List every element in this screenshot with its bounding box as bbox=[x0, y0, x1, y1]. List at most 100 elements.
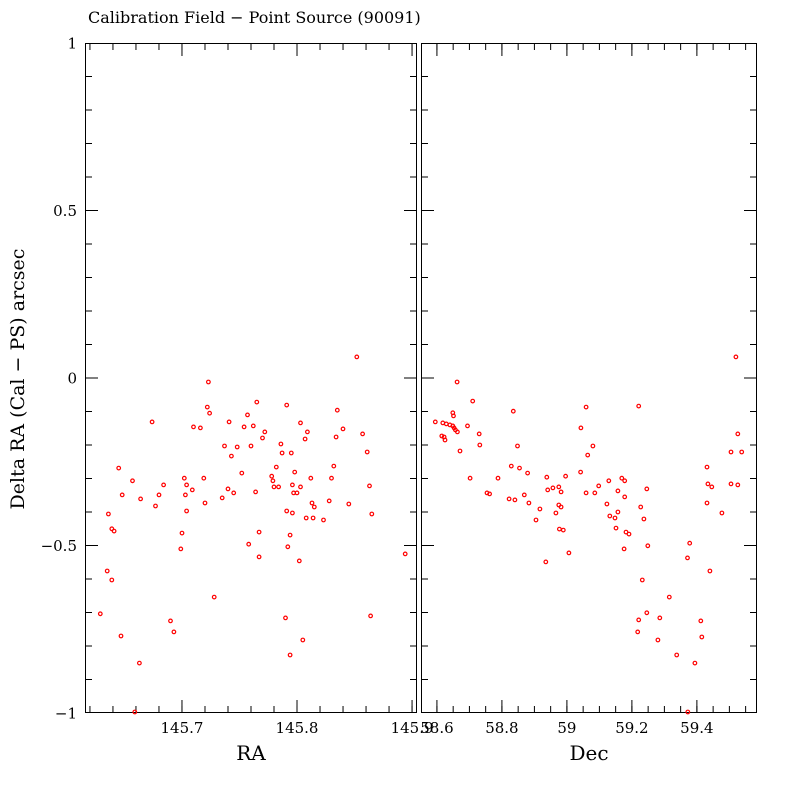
data-point bbox=[476, 431, 482, 437]
data-point bbox=[116, 465, 122, 471]
data-point bbox=[515, 443, 520, 449]
data-point bbox=[303, 515, 309, 521]
data-point bbox=[283, 615, 288, 621]
data-point bbox=[728, 481, 734, 487]
data-point bbox=[334, 407, 340, 413]
x-tick-label: 145.7 bbox=[161, 719, 204, 737]
data-point bbox=[563, 473, 569, 479]
data-point bbox=[544, 474, 550, 480]
data-point bbox=[284, 402, 290, 408]
data-point bbox=[487, 491, 492, 497]
dec-scatter-panel: 58.6 58.8 59 59.2 59.4 bbox=[420, 43, 757, 737]
data-point bbox=[728, 449, 734, 455]
data-point bbox=[346, 501, 352, 507]
x-axis-label-ra: RA bbox=[236, 741, 266, 765]
data-point bbox=[225, 486, 231, 492]
data-point bbox=[556, 484, 562, 490]
data-point bbox=[354, 354, 360, 360]
data-point bbox=[636, 617, 642, 623]
data-point bbox=[607, 513, 613, 519]
data-point bbox=[153, 503, 158, 509]
x-tick-label: 145.9 bbox=[391, 719, 434, 737]
x-tick-label: 59.2 bbox=[615, 719, 648, 737]
data-point bbox=[590, 443, 596, 449]
data-point bbox=[521, 492, 527, 498]
data-point bbox=[276, 484, 282, 490]
data-point bbox=[641, 516, 647, 522]
data-point bbox=[294, 490, 300, 496]
data-point bbox=[621, 546, 627, 552]
data-point bbox=[132, 709, 138, 715]
data-point bbox=[543, 559, 549, 565]
data-point bbox=[269, 473, 275, 479]
data-point bbox=[583, 490, 589, 496]
data-point bbox=[231, 490, 237, 496]
data-point bbox=[533, 517, 539, 523]
y-axis-label: Delta RA (Cal − PS) arcsec bbox=[7, 248, 29, 510]
data-point bbox=[279, 450, 285, 456]
data-point bbox=[550, 485, 556, 491]
data-point bbox=[298, 484, 303, 490]
y-tick-label: 0 bbox=[67, 369, 77, 387]
data-point bbox=[226, 419, 232, 425]
data-point bbox=[707, 568, 713, 574]
data-point bbox=[321, 517, 326, 523]
data-point bbox=[287, 532, 293, 538]
data-point bbox=[182, 492, 188, 498]
data-point bbox=[168, 618, 173, 624]
data-point bbox=[619, 475, 625, 481]
y-tick-label: −0.5 bbox=[41, 537, 77, 555]
data-point bbox=[300, 637, 306, 643]
data-point bbox=[636, 403, 642, 409]
data-point bbox=[256, 554, 262, 560]
data-point bbox=[191, 424, 196, 430]
data-point bbox=[685, 555, 690, 561]
data-point bbox=[256, 529, 262, 535]
x-tick-label: 59.4 bbox=[680, 719, 713, 737]
chart-title: Calibration Field − Point Source (90091) bbox=[88, 8, 421, 27]
data-point bbox=[239, 470, 245, 476]
data-point bbox=[451, 413, 456, 419]
data-point bbox=[360, 431, 366, 437]
data-point bbox=[137, 660, 142, 666]
data-point bbox=[245, 412, 250, 418]
data-point bbox=[302, 436, 308, 442]
data-point bbox=[111, 528, 117, 534]
data-point bbox=[260, 435, 265, 441]
data-point bbox=[556, 526, 562, 532]
data-point bbox=[606, 478, 612, 484]
data-point bbox=[222, 443, 227, 449]
x-tick-label: 58.6 bbox=[420, 719, 453, 737]
data-point bbox=[699, 634, 705, 640]
data-point bbox=[184, 508, 189, 514]
data-point bbox=[149, 419, 155, 425]
data-point bbox=[558, 489, 564, 495]
data-point bbox=[106, 511, 111, 517]
data-point bbox=[454, 379, 460, 385]
data-point bbox=[331, 463, 337, 469]
data-point bbox=[364, 449, 370, 455]
data-point bbox=[253, 489, 259, 495]
data-point bbox=[104, 568, 110, 574]
data-point bbox=[578, 425, 584, 431]
data-point bbox=[506, 496, 512, 502]
x-tick-label: 58.8 bbox=[485, 719, 518, 737]
data-point bbox=[666, 594, 672, 600]
data-point bbox=[537, 506, 543, 512]
x-tick-label: 145.8 bbox=[276, 719, 319, 737]
x-tick-label: 59 bbox=[557, 719, 576, 737]
data-point bbox=[202, 500, 208, 506]
data-point bbox=[583, 404, 589, 410]
data-point bbox=[622, 478, 628, 484]
data-point bbox=[674, 652, 680, 658]
data-point bbox=[304, 429, 310, 435]
data-point bbox=[211, 594, 217, 600]
data-point bbox=[289, 510, 295, 516]
data-point bbox=[526, 500, 532, 506]
data-point bbox=[228, 453, 234, 459]
data-point bbox=[705, 481, 711, 487]
data-point bbox=[719, 510, 725, 516]
data-point bbox=[477, 442, 483, 448]
data-point bbox=[285, 544, 291, 550]
